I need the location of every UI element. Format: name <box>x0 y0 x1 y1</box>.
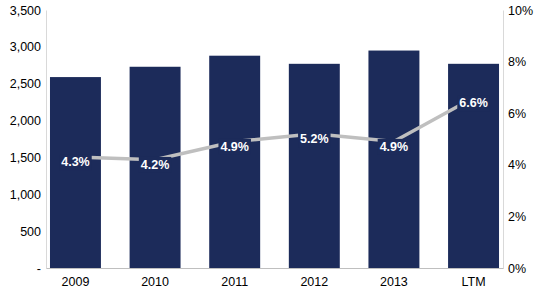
tick: 500 <box>20 225 46 239</box>
label-background <box>298 131 331 147</box>
x-axis: 2009 2010 2011 2012 2013 LTM <box>47 268 504 289</box>
bar <box>209 56 260 268</box>
chart: 4.3% 4.2% 4.9% 5.2% 4.9% 6.6% - 500 1,000 1,500 2,… <box>0 0 545 300</box>
tick: 3,000 <box>10 40 46 54</box>
axis-line <box>503 11 504 269</box>
data-label: 5.2% <box>300 132 329 146</box>
tick: 2010 <box>141 268 169 289</box>
tick: 1,500 <box>10 151 46 165</box>
tick: 4% <box>503 158 526 172</box>
bar <box>50 77 101 268</box>
tick: 8% <box>503 55 526 69</box>
tick: 2009 <box>62 268 90 289</box>
tick-label: 2,500 <box>10 77 41 91</box>
data-label: 4.2% <box>141 158 170 172</box>
data-labels: 4.3% 4.2% 4.9% 5.2% 4.9% 6.6% <box>59 95 490 173</box>
tick-label: 2012 <box>300 275 328 289</box>
label-background <box>378 139 411 155</box>
tick-label: - <box>37 262 41 276</box>
tick: 2,500 <box>10 77 46 91</box>
y-axis: - 500 1,000 1,500 2,000 2,500 3,000 3,500 <box>10 4 47 276</box>
tick: - <box>37 262 46 276</box>
axis-line <box>47 268 504 269</box>
tick-label: 10% <box>508 4 533 18</box>
tick: 2,000 <box>10 114 46 128</box>
tick-label: 2,000 <box>10 114 41 128</box>
label-background <box>59 154 92 170</box>
bar <box>130 67 181 268</box>
tick-label: 4% <box>508 158 526 172</box>
data-label: 4.9% <box>380 140 409 154</box>
tick-label: 8% <box>508 55 526 69</box>
tick-label: 6% <box>508 107 526 121</box>
tick-label: 3,000 <box>10 40 41 54</box>
data-label: 4.9% <box>220 140 249 154</box>
tick: 2% <box>503 210 526 224</box>
plot-area <box>50 51 499 268</box>
axis-line <box>46 11 47 269</box>
tick: LTM <box>462 268 486 289</box>
tick: 6% <box>503 107 526 121</box>
tick: 10% <box>503 4 533 18</box>
line <box>75 98 473 160</box>
tick: 2011 <box>221 268 248 289</box>
data-label: 6.6% <box>459 96 488 110</box>
y2-axis: 0% 2% 4% 6% 8% 10% <box>503 4 533 276</box>
tick-label: 2013 <box>380 275 408 289</box>
label-background <box>218 139 251 155</box>
tick: 2012 <box>300 268 328 289</box>
tick-label: 2010 <box>141 275 169 289</box>
tick-label: 0% <box>508 262 526 276</box>
data-label: 4.3% <box>61 155 90 169</box>
label-background <box>457 95 490 111</box>
bar <box>448 64 499 268</box>
tick-label: 500 <box>20 225 41 239</box>
tick-label: 2011 <box>221 275 248 289</box>
tick-label: 1,500 <box>10 151 41 165</box>
tick-label: LTM <box>462 275 486 289</box>
label-background <box>139 157 172 173</box>
tick: 3,500 <box>10 4 46 18</box>
tick-label: 2009 <box>62 275 90 289</box>
tick: 1,000 <box>10 188 46 202</box>
tick: 2013 <box>380 268 408 289</box>
bar <box>289 64 340 268</box>
tick-label: 2% <box>508 210 526 224</box>
tick: 0% <box>503 262 526 276</box>
tick-label: 1,000 <box>10 188 41 202</box>
bar <box>368 51 419 268</box>
tick-label: 3,500 <box>10 4 41 18</box>
